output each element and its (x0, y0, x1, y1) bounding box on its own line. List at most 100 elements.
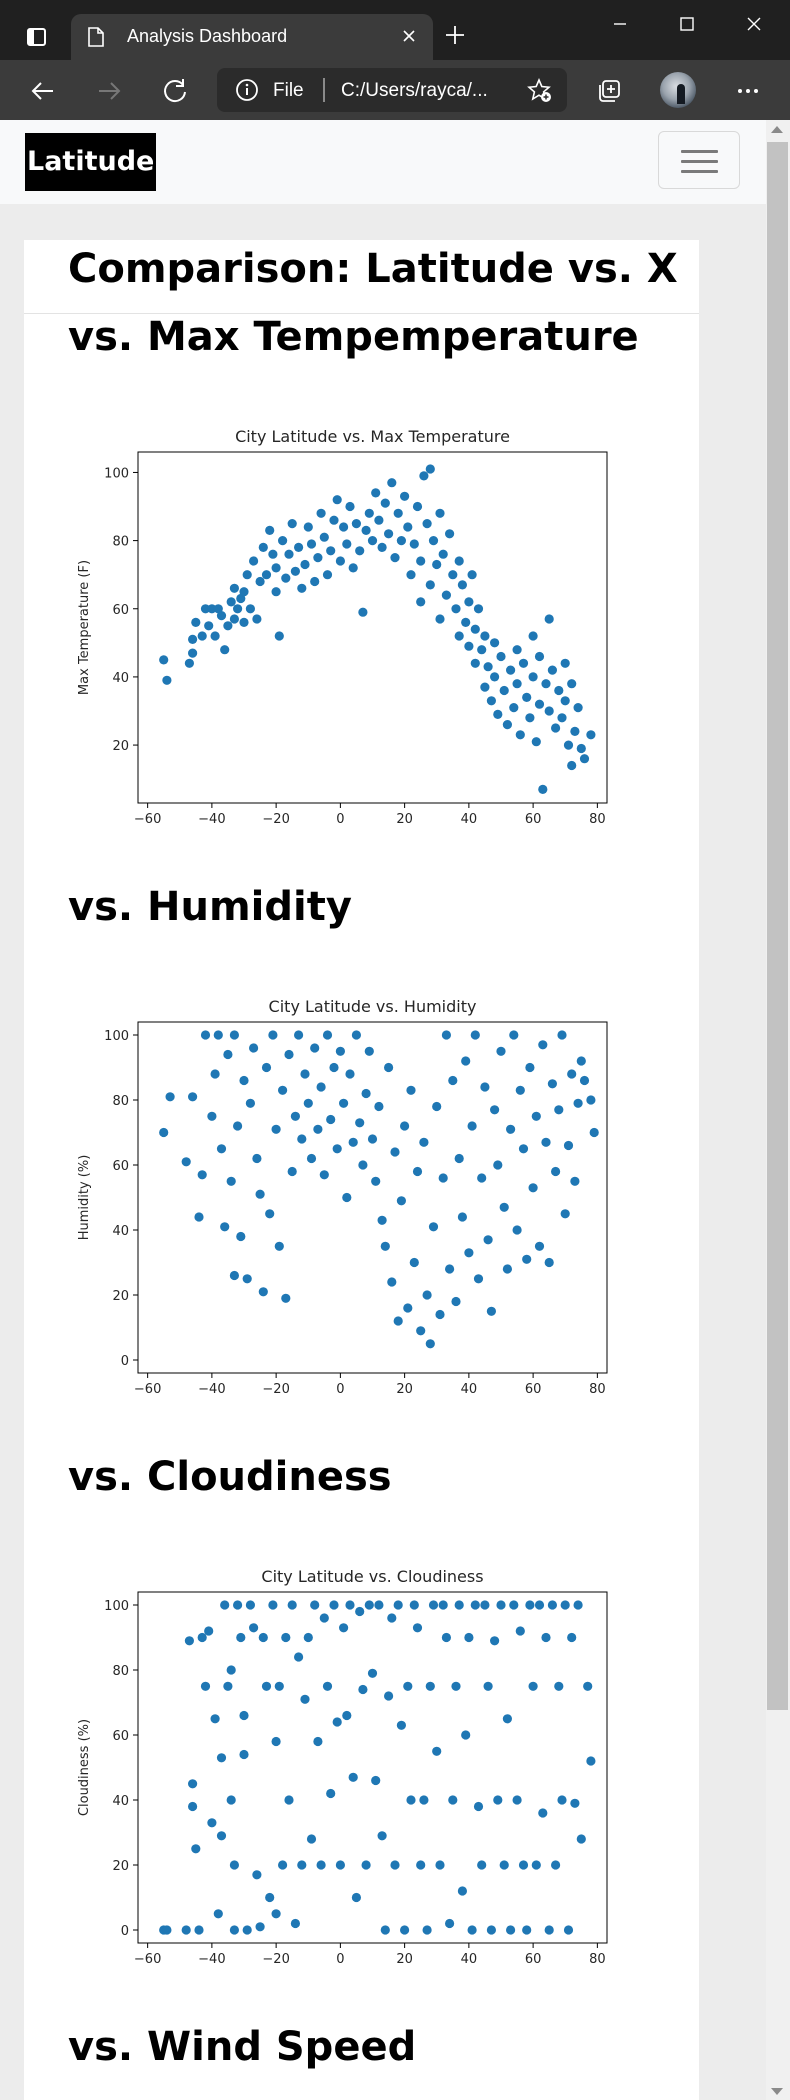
y-tick-label: 20 (112, 1859, 129, 1874)
navbar-toggler-button[interactable] (658, 131, 740, 189)
data-point (348, 1137, 358, 1147)
data-point (393, 1600, 403, 1610)
more-icon[interactable] (733, 76, 763, 106)
data-point (355, 1606, 365, 1617)
data-point (255, 1922, 265, 1932)
data-point (281, 573, 291, 583)
scroll-down-arrow-icon[interactable] (771, 2088, 783, 2095)
info-icon[interactable] (235, 78, 259, 102)
data-point (348, 1772, 358, 1782)
data-point (425, 1339, 435, 1349)
data-point (194, 1925, 204, 1935)
data-point (563, 1140, 574, 1151)
maximize-icon[interactable] (663, 8, 711, 40)
chart-humidity: City Latitude vs. Humidity −60 −40 −20 0 20 40… (77, 997, 608, 1396)
data-point (544, 1925, 554, 1935)
data-point (551, 723, 561, 733)
data-point (322, 1030, 333, 1040)
close-icon[interactable] (399, 26, 419, 46)
data-point (226, 1665, 236, 1675)
minimize-icon[interactable] (596, 8, 644, 40)
data-point (554, 1681, 564, 1691)
data-point (461, 1730, 471, 1740)
data-point (406, 1795, 416, 1805)
plus-icon[interactable] (440, 20, 470, 50)
browser-tab[interactable]: Analysis Dashboard (71, 14, 433, 60)
data-point (522, 1925, 532, 1935)
data-point (374, 1600, 384, 1610)
data-point (477, 645, 487, 655)
page-viewport: Latitude Comparison: Latitude vs. X vs. … (0, 120, 790, 2100)
data-point (261, 1062, 272, 1073)
data-point (294, 542, 304, 552)
data-point (239, 1710, 249, 1721)
data-point (271, 1909, 281, 1919)
data-point (245, 1600, 255, 1610)
tab-actions-icon[interactable] (20, 20, 54, 54)
x-tick-label: −20 (262, 812, 289, 826)
data-point (541, 1137, 551, 1147)
hamburger-icon-bar (681, 170, 718, 173)
data-point (567, 1632, 577, 1643)
data-point (403, 1681, 413, 1691)
data-point (461, 1056, 471, 1066)
data-point (361, 1860, 371, 1870)
data-point (502, 720, 512, 730)
data-point (242, 1274, 252, 1284)
data-point (396, 1196, 406, 1206)
data-point (342, 1710, 352, 1721)
data-point (358, 1160, 368, 1170)
data-point (560, 1600, 570, 1610)
data-point (229, 1860, 239, 1870)
card-header: Comparison: Latitude vs. X (24, 240, 699, 314)
data-point (416, 1326, 426, 1336)
back-arrow-icon[interactable] (28, 76, 58, 106)
data-point (470, 658, 480, 668)
data-point (428, 536, 439, 546)
address-bar[interactable]: File C:/Users/rayca/... (217, 68, 567, 112)
data-point (216, 1144, 227, 1154)
data-point (261, 570, 272, 580)
data-point (409, 539, 419, 549)
forward-arrow-icon[interactable] (94, 76, 124, 106)
profile-avatar[interactable] (660, 72, 696, 108)
vertical-scrollbar[interactable] (766, 120, 790, 2100)
data-point (551, 1166, 561, 1177)
refresh-icon[interactable] (160, 76, 190, 106)
data-point (400, 1121, 410, 1131)
section-heading-cloudiness: vs. Cloudiness (68, 1454, 392, 1500)
data-point (445, 1264, 455, 1274)
chart-max-temperature: City Latitude vs. Max Temperature −60 −40 −… (77, 427, 608, 826)
data-point (390, 553, 400, 563)
title-bar: Analysis Dashboard (0, 0, 790, 60)
x-tick-label: −60 (134, 1952, 161, 1966)
collections-icon[interactable] (594, 76, 624, 106)
data-point (544, 706, 554, 716)
y-tick-label: 0 (121, 1354, 129, 1369)
data-point (528, 1681, 538, 1691)
scrollbar-thumb[interactable] (767, 142, 788, 1710)
data-point (416, 556, 426, 566)
data-point (441, 1632, 451, 1643)
address-url[interactable]: C:/Users/rayca/... (341, 80, 488, 101)
data-point (425, 580, 435, 590)
data-point (515, 1085, 525, 1095)
data-point (278, 536, 288, 546)
data-point (567, 679, 577, 689)
data-point (570, 1176, 580, 1186)
data-point (258, 542, 268, 552)
window-close-icon[interactable] (730, 8, 778, 40)
data-point (428, 1222, 439, 1232)
x-tick-label: 0 (336, 1952, 344, 1966)
x-tick-label: −40 (198, 1382, 225, 1396)
data-point (236, 1632, 246, 1643)
data-point (531, 1111, 541, 1121)
data-point (159, 1127, 169, 1138)
data-point (210, 1714, 220, 1724)
navbar-brand[interactable]: Latitude (25, 133, 157, 191)
data-point (502, 1264, 512, 1274)
favorite-add-icon[interactable] (527, 78, 553, 104)
data-point (438, 1173, 448, 1183)
data-point (525, 1062, 535, 1073)
scroll-up-arrow-icon[interactable] (771, 126, 783, 133)
